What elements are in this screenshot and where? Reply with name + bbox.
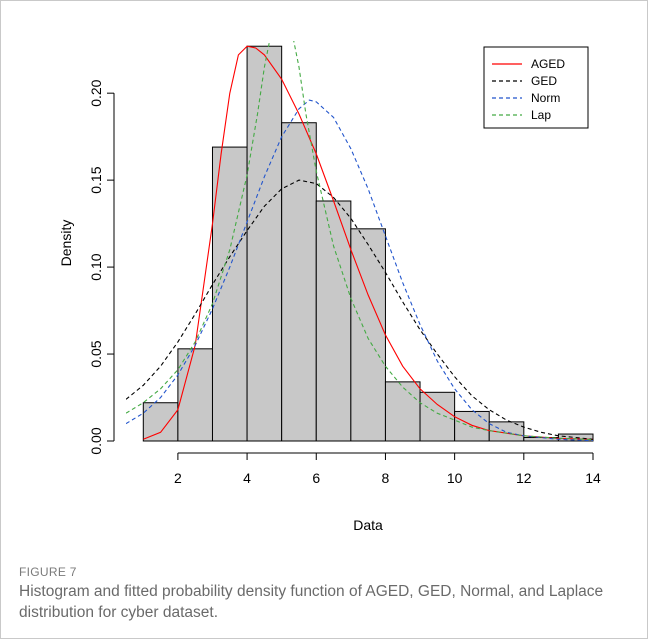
density-curves: [126, 41, 593, 441]
axes: 2 4 6 8 10 12 14 0.00 0.05 0.10 0.15 0.20: [88, 79, 601, 486]
y-tick-label: 0.20: [88, 79, 104, 106]
legend-label: Lap: [531, 108, 551, 122]
y-tick-label: 0.15: [88, 166, 104, 193]
y-tick-label: 0.05: [88, 340, 104, 367]
lap-density-curve: [126, 41, 593, 441]
y-tick-label: 0.10: [88, 253, 104, 280]
x-axis-label: Data: [353, 517, 383, 533]
density-histogram-chart: 2 4 6 8 10 12 14 0.00 0.05 0.10 0.15 0.20 Data Dens…: [58, 41, 601, 533]
legend-label: GED: [531, 74, 557, 88]
x-tick-label: 8: [382, 470, 390, 486]
figure-caption: Histogram and fitted probability density…: [19, 583, 604, 621]
histogram-bar: [281, 122, 317, 442]
x-tick-label: 4: [243, 470, 251, 486]
histogram-bar: [454, 410, 490, 442]
legend: AGED GED Norm Lap: [483, 46, 589, 129]
aged-density-curve: [143, 45, 593, 440]
legend-label: AGED: [531, 57, 565, 71]
histogram-bar: [419, 391, 456, 442]
x-tick-label: 14: [585, 470, 601, 486]
histogram-bar: [350, 228, 386, 442]
figure-label: FIGURE 7: [19, 565, 77, 579]
legend-label: Norm: [531, 91, 560, 105]
ged-density-curve: [126, 179, 593, 440]
x-tick-label: 12: [516, 470, 532, 486]
histogram-bar: [177, 348, 213, 442]
histogram-bar: [211, 146, 248, 442]
norm-density-curve: [126, 99, 593, 441]
y-axis-label: Density: [58, 220, 74, 267]
x-tick-label: 10: [447, 470, 463, 486]
x-tick-label: 2: [174, 470, 182, 486]
y-tick-label: 0.00: [88, 427, 104, 454]
histogram-bar: [384, 381, 421, 442]
histogram-bar: [315, 200, 352, 442]
histogram-bars: [142, 45, 594, 442]
histogram-bar: [488, 421, 525, 442]
histogram-bar: [246, 45, 283, 442]
x-tick-label: 6: [312, 470, 320, 486]
histogram-bar: [142, 402, 179, 442]
